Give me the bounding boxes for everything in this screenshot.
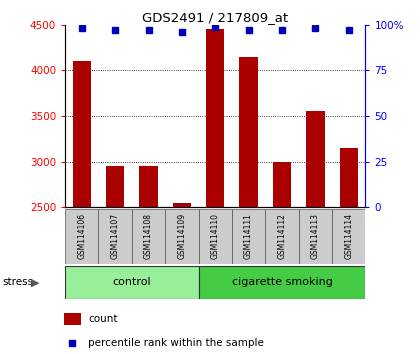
Text: GSM114111: GSM114111 [244, 213, 253, 258]
Bar [332, 209, 365, 264]
Bar [239, 57, 258, 207]
Bar [306, 112, 325, 207]
Text: cigarette smoking: cigarette smoking [231, 277, 332, 287]
Text: GSM114110: GSM114110 [211, 213, 220, 259]
Bar [299, 209, 332, 264]
Text: GSM114107: GSM114107 [110, 213, 120, 259]
Bar [265, 209, 299, 264]
Bar [199, 266, 365, 299]
Bar [65, 209, 98, 264]
Bar [106, 166, 124, 207]
Text: control: control [113, 277, 151, 287]
Bar [165, 209, 199, 264]
Text: GSM114106: GSM114106 [77, 213, 86, 259]
Text: stress: stress [2, 277, 33, 287]
Text: GSM114109: GSM114109 [177, 213, 186, 259]
Bar [73, 61, 91, 207]
Text: GSM114114: GSM114114 [344, 213, 353, 259]
Bar [232, 209, 265, 264]
Bar [139, 166, 158, 207]
Bar [199, 209, 232, 264]
Bar [65, 266, 199, 299]
Text: GSM114113: GSM114113 [311, 213, 320, 259]
Text: percentile rank within the sample: percentile rank within the sample [88, 338, 264, 348]
Bar [132, 209, 165, 264]
Text: ▶: ▶ [31, 277, 39, 287]
Title: GDS2491 / 217809_at: GDS2491 / 217809_at [142, 11, 288, 24]
Bar [98, 209, 132, 264]
Text: GSM114108: GSM114108 [144, 213, 153, 259]
Bar [64, 314, 81, 325]
Bar [206, 29, 224, 207]
Text: count: count [88, 314, 118, 324]
Bar [173, 202, 191, 207]
Bar [339, 148, 358, 207]
Bar [273, 161, 291, 207]
Text: GSM114112: GSM114112 [278, 213, 286, 258]
